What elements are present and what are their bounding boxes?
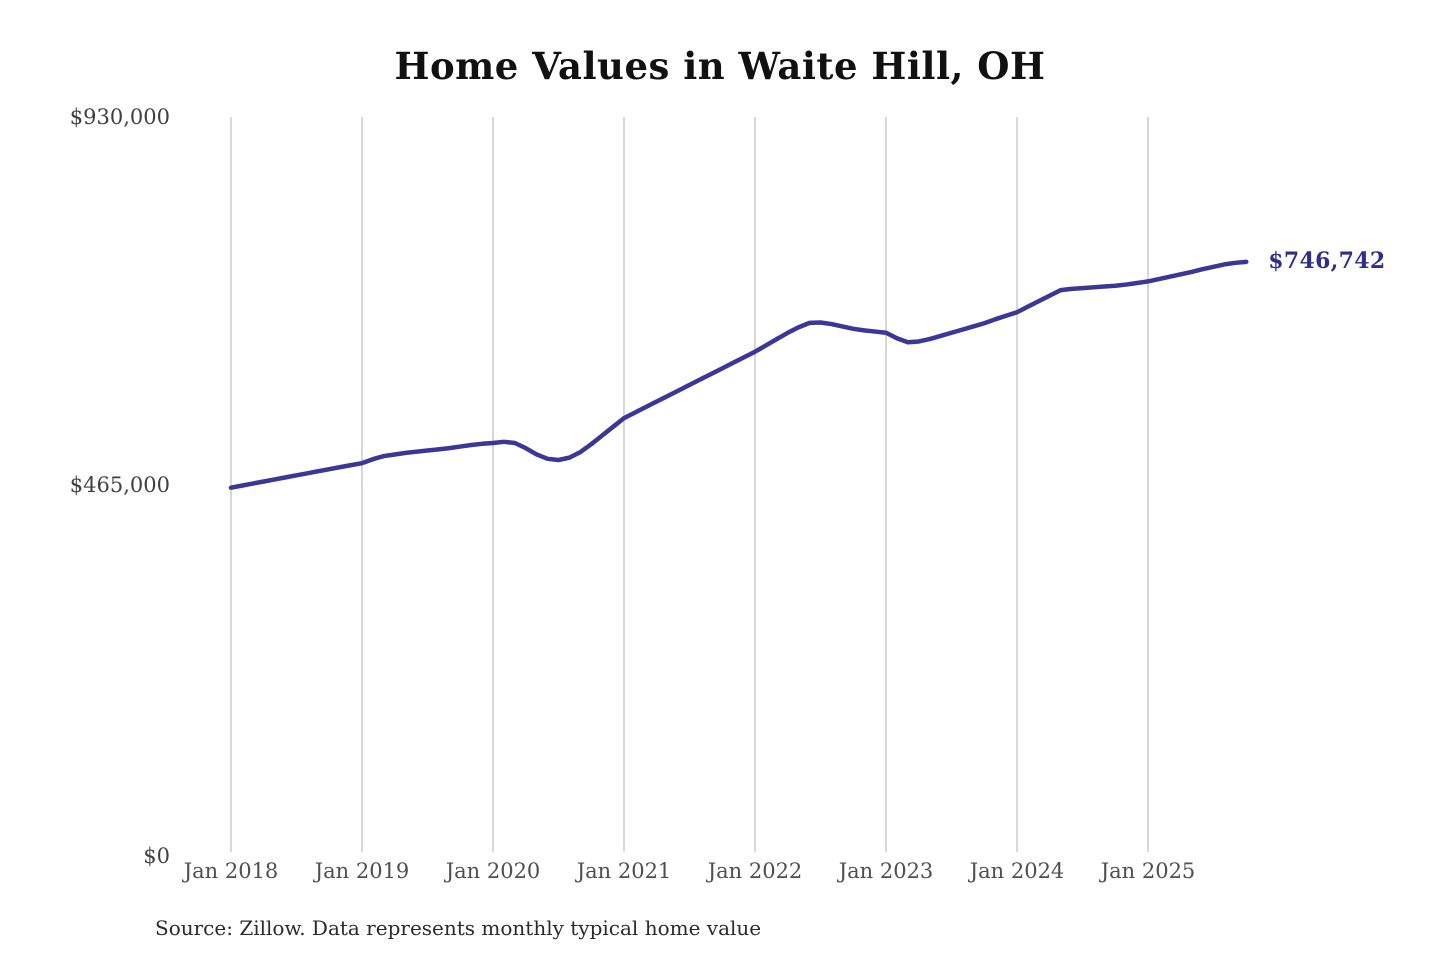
x-axis-label: Jan 2018 bbox=[183, 859, 279, 883]
x-axis-label: Jan 2024 bbox=[969, 859, 1065, 883]
x-axis-label: Jan 2023 bbox=[838, 859, 934, 883]
chart-title: Home Values in Waite Hill, OH bbox=[394, 44, 1046, 88]
x-axis-label: Jan 2020 bbox=[445, 859, 541, 883]
x-axis-label: Jan 2025 bbox=[1100, 859, 1196, 883]
source-note: Source: Zillow. Data represents monthly … bbox=[155, 916, 762, 940]
y-axis-label: $0 bbox=[143, 844, 170, 868]
x-axis-label: Jan 2019 bbox=[314, 859, 410, 883]
home-value-line bbox=[228, 259, 1249, 490]
x-axis-label: Jan 2021 bbox=[576, 859, 672, 883]
y-axis-label: $930,000 bbox=[69, 105, 170, 129]
x-axis-label: Jan 2022 bbox=[707, 859, 803, 883]
y-axis-label: $465,000 bbox=[69, 472, 170, 497]
latest-value-label: $746,742 bbox=[1268, 247, 1386, 274]
